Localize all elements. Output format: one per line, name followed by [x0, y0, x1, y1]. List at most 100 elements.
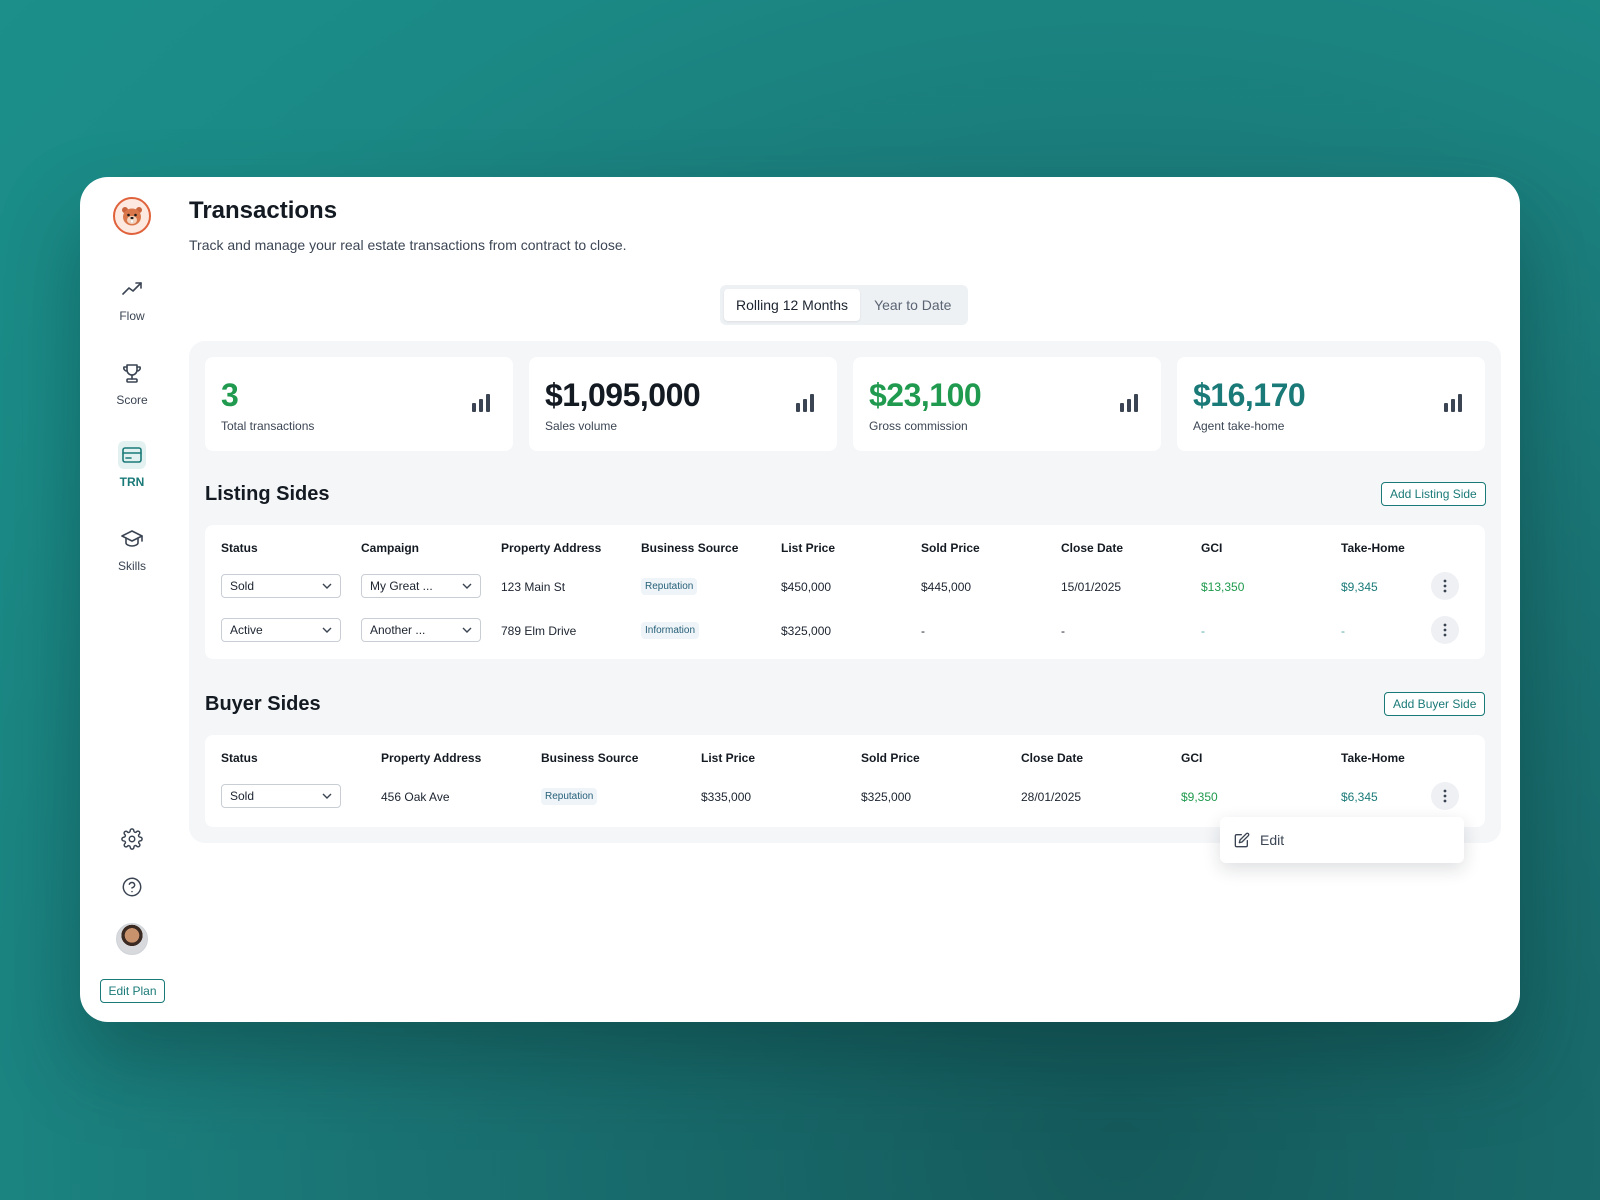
sold-price: $445,000: [921, 580, 972, 594]
sidebar-item-trn[interactable]: TRN: [80, 441, 184, 489]
status-value: Sold: [230, 579, 255, 593]
column-header: GCI: [1201, 541, 1223, 555]
listing-sides-title: Listing Sides: [205, 483, 330, 505]
stat-label: Total transactions: [221, 419, 315, 433]
column-header: Close Date: [1061, 541, 1124, 555]
trophy-icon: [118, 359, 146, 387]
property-address: 123 Main St: [501, 580, 566, 594]
chevron-down-icon: [322, 627, 332, 633]
column-header: Campaign: [361, 541, 420, 555]
gci-value: $13,350: [1201, 580, 1245, 594]
take-home-value: $6,345: [1341, 790, 1378, 804]
sidebar-item-score[interactable]: Score: [80, 359, 184, 407]
column-header: List Price: [701, 751, 756, 765]
edit-icon: [1234, 832, 1250, 848]
campaign-value: My Great ...: [370, 579, 433, 593]
campaign-select[interactable]: Another ...: [361, 618, 481, 642]
column-header: List Price: [781, 541, 836, 555]
row-actions-button[interactable]: [1431, 782, 1459, 810]
stat-label: Sales volume: [545, 419, 618, 433]
business-source-chip: Reputation: [641, 578, 698, 595]
beaver-logo-icon[interactable]: [113, 197, 151, 235]
list-price: $325,000: [781, 624, 832, 638]
listing-sides-table: Status Campaign Property Address Busines…: [205, 525, 1485, 659]
column-header: Sold Price: [921, 541, 980, 555]
row-actions-button[interactable]: [1431, 616, 1459, 644]
column-header: Business Source: [541, 751, 639, 765]
campaign-value: Another ...: [370, 623, 426, 637]
graduation-cap-icon: [118, 525, 146, 553]
column-header: Status: [221, 751, 258, 765]
add-listing-side-button[interactable]: Add Listing Side: [1381, 482, 1486, 506]
menu-item-label: Edit: [1260, 832, 1285, 848]
toggle-year-to-date[interactable]: Year to Date: [874, 297, 952, 313]
column-header: Property Address: [501, 541, 602, 555]
chevron-down-icon: [322, 583, 332, 589]
campaign-select[interactable]: My Great ...: [361, 574, 481, 598]
close-date: -: [1061, 624, 1065, 638]
settings-gear-icon[interactable]: [120, 827, 144, 851]
chevron-down-icon: [462, 583, 472, 589]
sidebar-item-skills[interactable]: Skills: [80, 525, 184, 573]
stat-card-gross-commission: $23,100 Gross commission: [853, 357, 1161, 451]
sidebar-item-label: TRN: [119, 475, 145, 489]
bar-chart-icon[interactable]: [1443, 393, 1463, 413]
sidebar: Flow Score TRN: [80, 177, 184, 1022]
more-vertical-icon: [1443, 623, 1447, 637]
property-address: 789 Elm Drive: [501, 624, 577, 638]
status-select[interactable]: Sold: [221, 784, 341, 808]
column-header: Status: [221, 541, 258, 555]
sidebar-item-label: Skills: [117, 559, 146, 573]
card-icon: [118, 441, 146, 469]
column-header: GCI: [1181, 751, 1203, 765]
sidebar-item-flow[interactable]: Flow: [80, 275, 184, 323]
stat-value: $1,095,000: [545, 377, 701, 413]
column-header: Take-Home: [1341, 541, 1405, 555]
status-value: Sold: [230, 789, 255, 803]
list-price: $335,000: [701, 790, 752, 804]
bar-chart-icon[interactable]: [471, 393, 491, 413]
buyer-sides-title: Buyer Sides: [205, 693, 321, 715]
stat-value: $16,170: [1193, 377, 1306, 413]
page-subtitle: Track and manage your real estate transa…: [189, 237, 627, 253]
period-toggle: Rolling 12 Months Year to Date: [720, 285, 968, 325]
gci-value: $9,350: [1181, 790, 1218, 804]
column-header: Close Date: [1021, 751, 1084, 765]
chevron-down-icon: [462, 627, 472, 633]
buyer-sides-table: Status Property Address Business Source …: [205, 735, 1485, 827]
property-address: 456 Oak Ave: [381, 790, 450, 804]
page-title: Transactions: [189, 197, 338, 224]
menu-item-edit[interactable]: Edit: [1234, 832, 1284, 848]
sidebar-item-label: Score: [116, 393, 148, 407]
avatar[interactable]: [116, 923, 148, 955]
status-select[interactable]: Sold: [221, 574, 341, 598]
add-buyer-side-button[interactable]: Add Buyer Side: [1384, 692, 1486, 716]
list-price: $450,000: [781, 580, 832, 594]
bar-chart-icon[interactable]: [1119, 393, 1139, 413]
row-actions-button[interactable]: [1431, 572, 1459, 600]
toggle-rolling-12-months[interactable]: Rolling 12 Months: [724, 289, 861, 321]
bar-chart-icon[interactable]: [795, 393, 815, 413]
trend-up-icon: [118, 275, 146, 303]
more-vertical-icon: [1443, 579, 1447, 593]
sold-price: -: [921, 624, 925, 638]
stat-value: 3: [221, 377, 239, 413]
sidebar-item-label: Flow: [119, 309, 145, 323]
stat-card-sales-volume: $1,095,000 Sales volume: [529, 357, 837, 451]
sold-price: $325,000: [861, 790, 912, 804]
status-select[interactable]: Active: [221, 618, 341, 642]
close-date: 15/01/2025: [1061, 580, 1122, 594]
help-icon[interactable]: [120, 875, 144, 899]
transactions-panel: 3 Total transactions $1,095,000 Sales vo…: [189, 341, 1501, 843]
take-home-value: $9,345: [1341, 580, 1378, 594]
business-source-chip: Information: [641, 622, 700, 639]
app-window: Flow Score TRN: [80, 177, 1520, 1022]
more-vertical-icon: [1443, 789, 1447, 803]
chevron-down-icon: [322, 793, 332, 799]
stat-label: Agent take-home: [1193, 419, 1285, 433]
stat-label: Gross commission: [869, 419, 968, 433]
column-header: Property Address: [381, 751, 482, 765]
close-date: 28/01/2025: [1021, 790, 1082, 804]
edit-plan-button[interactable]: Edit Plan: [100, 979, 165, 1003]
business-source-chip: Reputation: [541, 788, 598, 805]
